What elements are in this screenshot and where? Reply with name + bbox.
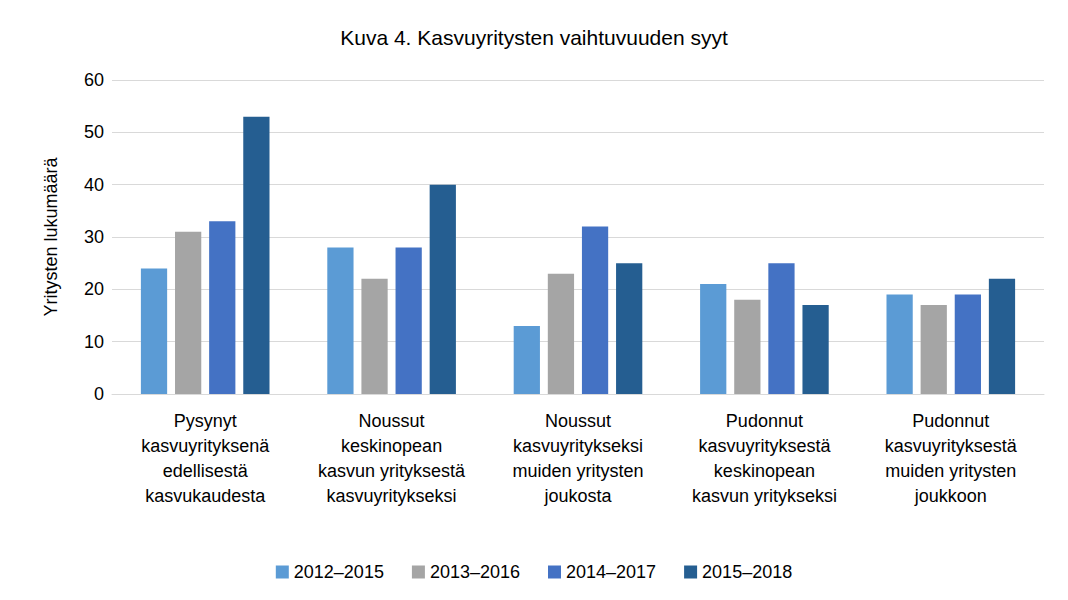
svg-text:2015–2018: 2015–2018 <box>702 562 792 582</box>
svg-text:kasvun yritykseksi: kasvun yritykseksi <box>692 486 837 506</box>
svg-text:50: 50 <box>84 122 104 142</box>
svg-text:60: 60 <box>84 70 104 90</box>
svg-text:kasvukaudesta: kasvukaudesta <box>145 486 266 506</box>
svg-text:2013–2016: 2013–2016 <box>430 562 520 582</box>
svg-text:40: 40 <box>84 175 104 195</box>
svg-text:Noussut: Noussut <box>359 411 425 431</box>
svg-text:kasvuyrityksenä: kasvuyrityksenä <box>141 436 270 456</box>
svg-text:Pudonnut: Pudonnut <box>726 411 803 431</box>
svg-text:Pysynyt: Pysynyt <box>174 411 237 431</box>
svg-text:kasvuyritykseksi: kasvuyritykseksi <box>327 486 457 506</box>
svg-text:Pudonnut: Pudonnut <box>912 411 989 431</box>
svg-text:edellisestä: edellisestä <box>163 461 249 481</box>
svg-text:joukosta: joukosta <box>543 486 612 506</box>
svg-text:kasvuyritykseksi: kasvuyritykseksi <box>513 436 643 456</box>
svg-text:20: 20 <box>84 279 104 299</box>
svg-text:30: 30 <box>84 227 104 247</box>
svg-text:kasvun yrityksestä: kasvun yrityksestä <box>318 461 466 481</box>
svg-text:joukkoon: joukkoon <box>914 486 987 506</box>
svg-text:keskinopean: keskinopean <box>341 436 442 456</box>
svg-text:2014–2017: 2014–2017 <box>566 562 656 582</box>
svg-text:kasvuyrityksestä: kasvuyrityksestä <box>698 436 831 456</box>
svg-text:10: 10 <box>84 332 104 352</box>
svg-text:2012–2015: 2012–2015 <box>294 562 384 582</box>
svg-text:keskinopean: keskinopean <box>714 461 815 481</box>
svg-text:0: 0 <box>94 384 104 404</box>
svg-text:Yritysten lukumäärä: Yritysten lukumäärä <box>41 156 61 316</box>
svg-text:kasvuyrityksestä: kasvuyrityksestä <box>885 436 1018 456</box>
svg-text:Noussut: Noussut <box>545 411 611 431</box>
svg-text:Kuva 4. Kasvuyritysten vaihtuv: Kuva 4. Kasvuyritysten vaihtuvuuden syyt <box>340 26 728 49</box>
svg-text:muiden yritysten: muiden yritysten <box>512 461 643 481</box>
svg-text:muiden yritysten: muiden yritysten <box>885 461 1016 481</box>
